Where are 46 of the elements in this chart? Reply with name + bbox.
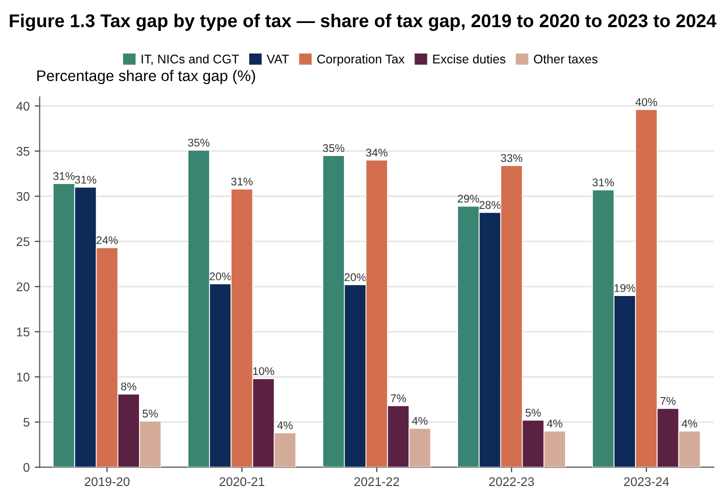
x-tick-label: 2021-22 (354, 477, 400, 486)
y-tick-label: 40 (16, 102, 30, 111)
legend-label: Other taxes (534, 54, 598, 64)
data-label: 19% (614, 284, 636, 292)
data-label: 35% (322, 144, 344, 152)
data-label: 29% (458, 194, 480, 203)
data-label: 4% (412, 416, 428, 425)
x-tick-label: 2022-23 (489, 477, 534, 486)
data-label: 4% (277, 421, 293, 430)
legend-label: Corporation Tax (317, 54, 405, 66)
legend-label: Excise duties (433, 54, 506, 64)
x-tick-label: 2023-24 (624, 477, 669, 486)
data-label: 5% (526, 408, 541, 417)
data-label: 7% (390, 394, 406, 402)
data-label: 8% (121, 382, 136, 390)
data-label: 28% (479, 201, 501, 209)
data-label: 34% (366, 148, 388, 157)
y-tick-label: 15 (16, 328, 30, 336)
y-axis-title: Percentage share of tax gap (%) (37, 70, 256, 84)
x-tick-label: 2020-21 (220, 477, 264, 486)
y-tick-label: 0 (23, 462, 30, 472)
legend-label: IT, NICs and CGT (142, 54, 239, 65)
data-label: 4% (546, 420, 562, 428)
y-tick-label: 35 (16, 146, 30, 156)
y-tick-label: 10 (16, 372, 30, 382)
x-tick-label: 2019-20 (84, 477, 130, 486)
data-label: 31% (53, 172, 75, 180)
y-tick-label: 30 (16, 192, 30, 201)
y-tick-label: 5 (23, 418, 30, 427)
data-label: 31% (74, 176, 96, 184)
chart-title: Figure 1.3 Tax gap by type of tax — share of tax gap, 2019 to 2020 to 2023 to 2024 (10, 14, 716, 31)
data-label: 31% (592, 178, 614, 186)
data-label: 40% (636, 98, 658, 106)
y-tick-label: 25 (16, 237, 30, 246)
data-label: 20% (344, 273, 366, 282)
data-label: 5% (142, 410, 158, 418)
data-label: 31% (231, 178, 253, 186)
y-tick-label: 20 (16, 282, 30, 292)
data-label: 7% (660, 397, 676, 405)
legend-label: VAT (266, 54, 289, 64)
data-label: 33% (500, 154, 522, 162)
data-label: 10% (253, 367, 274, 376)
data-label: 4% (682, 420, 698, 428)
data-label: 20% (210, 272, 232, 280)
data-label: 24% (96, 236, 118, 244)
data-label: 35% (188, 138, 210, 147)
